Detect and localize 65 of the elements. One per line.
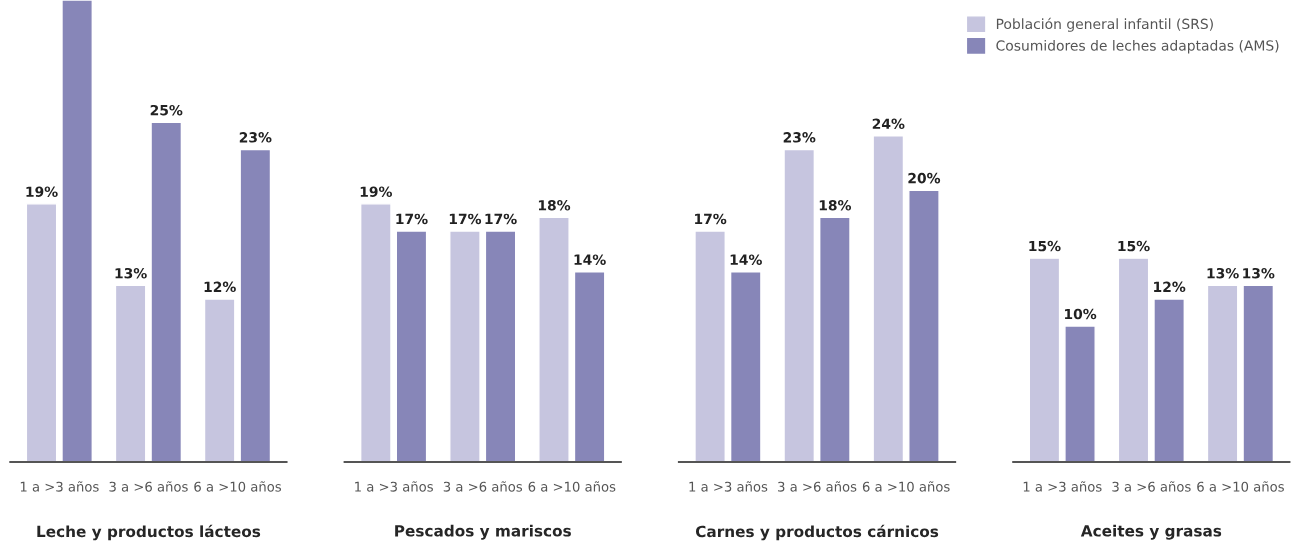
bar bbox=[783, 148, 816, 462]
bar bbox=[1206, 284, 1239, 462]
data-label: 19% bbox=[26, 186, 58, 197]
x-tick-label: 1 a >3 años bbox=[20, 481, 99, 492]
legend-label: Población general infantil (SRS) bbox=[996, 17, 1213, 32]
bar bbox=[538, 216, 570, 462]
x-tick-label: 6 a >10 años bbox=[194, 481, 282, 492]
x-tick-label: 1 a >3 años bbox=[355, 481, 433, 492]
x-axis-title: Pescados y mariscos bbox=[395, 524, 571, 540]
bar bbox=[395, 230, 428, 462]
bar bbox=[872, 135, 905, 462]
x-axis-title: Aceites y grasas bbox=[1080, 524, 1222, 540]
bar bbox=[819, 216, 851, 462]
x-tick-label: 1 a >3 años bbox=[689, 481, 768, 492]
data-label: 13% bbox=[115, 267, 147, 279]
bar bbox=[61, 0, 93, 462]
data-label: 13% bbox=[1207, 267, 1239, 279]
data-label: 23% bbox=[239, 132, 272, 143]
legend-label: Cosumidores de leches adaptadas (AMS) bbox=[996, 40, 1279, 54]
bar bbox=[150, 121, 183, 462]
data-label: 14% bbox=[730, 254, 762, 265]
bar bbox=[1028, 257, 1061, 462]
data-label: 13% bbox=[1243, 267, 1275, 279]
data-label: 17% bbox=[449, 213, 482, 225]
data-label: 10% bbox=[1065, 308, 1097, 320]
bar bbox=[484, 230, 517, 462]
data-label: 18% bbox=[819, 200, 852, 211]
bar bbox=[359, 203, 392, 462]
data-label: 19% bbox=[360, 186, 392, 197]
data-label: 24% bbox=[872, 118, 905, 130]
data-label: 12% bbox=[204, 281, 236, 293]
bar bbox=[239, 148, 272, 462]
data-label: 20% bbox=[908, 172, 941, 184]
data-label: 18% bbox=[538, 200, 571, 211]
data-label: 17% bbox=[396, 213, 428, 225]
bar bbox=[25, 203, 58, 462]
bar bbox=[114, 284, 147, 462]
x-axis-title: Carnes y productos cárnicos bbox=[695, 524, 939, 541]
x-tick-label: 3 a >6 años bbox=[778, 481, 857, 492]
x-tick-label: 1 a >3 años bbox=[1023, 481, 1102, 492]
x-axis-title: Leche y productos lácteos bbox=[37, 524, 261, 541]
bar bbox=[203, 298, 236, 462]
data-label: 12% bbox=[1154, 281, 1186, 293]
bar bbox=[1242, 284, 1275, 462]
data-label: 15% bbox=[1118, 240, 1150, 252]
x-tick-label: 3 a >6 años bbox=[1112, 481, 1191, 492]
bar bbox=[1064, 325, 1096, 462]
bar bbox=[449, 230, 481, 462]
data-label: 17% bbox=[485, 213, 517, 225]
x-tick-label: 6 a >10 años bbox=[1197, 481, 1284, 492]
bar bbox=[573, 271, 606, 462]
bar bbox=[1153, 298, 1185, 462]
bar bbox=[694, 230, 726, 462]
data-label: 15% bbox=[1029, 240, 1061, 252]
x-tick-label: 6 a >10 años bbox=[528, 481, 616, 492]
bar bbox=[729, 271, 762, 462]
x-tick-label: 3 a >6 años bbox=[443, 481, 523, 492]
data-label: 17% bbox=[695, 213, 727, 225]
x-tick-label: 6 a >10 años bbox=[862, 481, 950, 492]
data-label: 25% bbox=[150, 104, 183, 116]
x-tick-label: 3 a >6 años bbox=[109, 481, 188, 492]
data-label: 23% bbox=[783, 132, 816, 143]
bar bbox=[908, 189, 940, 462]
bar bbox=[1117, 257, 1150, 462]
data-label: 14% bbox=[574, 254, 606, 265]
